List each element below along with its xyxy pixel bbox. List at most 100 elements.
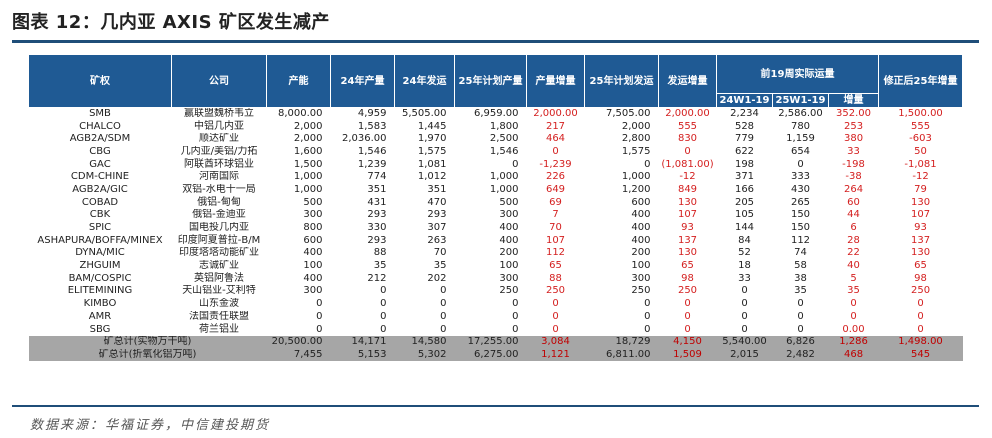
table-cell: 20,500.00 (266, 335, 331, 349)
table-cell: 0 (917, 310, 924, 322)
table-cell: 166 (734, 183, 755, 195)
table-cell: 0 (797, 298, 804, 310)
table-cell: 70 (433, 247, 447, 259)
table-cell: 137 (677, 234, 698, 246)
table-cell: 212 (367, 272, 387, 284)
table-cell: 0 (644, 158, 651, 170)
table-cell: 84 (738, 234, 751, 246)
table-cell: 1,500 (293, 158, 323, 170)
table-cell: 40 (847, 260, 860, 272)
table-cell: 0 (440, 323, 447, 335)
table-cell: 0 (797, 310, 804, 322)
table-cell: 1,546 (357, 145, 387, 157)
table-cell: 112 (790, 234, 811, 246)
header-plan-prod25: 25年计划产量 (454, 54, 527, 108)
table-cell: 351 (367, 183, 387, 195)
table-cell: 654 (790, 145, 811, 157)
table-cell: 600 (631, 196, 651, 208)
table-cell: 1,546 (489, 145, 519, 157)
header-mine: 矿权 (28, 54, 172, 108)
table-cell: 528 (734, 120, 755, 132)
header-prod24: 24年产量 (330, 54, 395, 108)
table-cell: 130 (910, 196, 931, 208)
table-cell: 1,970 (417, 133, 447, 145)
table-cell: 法国责任联盟 (189, 310, 249, 322)
table-cell: 430 (790, 183, 811, 195)
table-cell: 98 (914, 272, 927, 284)
table-cell: 6,826 (772, 335, 829, 349)
table-cell: 500 (303, 196, 323, 208)
table-cell: 35 (847, 285, 860, 297)
table-cell: 0 (644, 323, 651, 335)
table-cell: CDM-CHINE (70, 171, 130, 183)
table-cell: ASHAPURA/BOFFA/MINEX (37, 234, 163, 246)
table-cell: 2,482 (772, 348, 829, 362)
table-cell: KIMBO (83, 298, 117, 310)
table-cell: 0.00 (842, 323, 865, 335)
table-cell: 俄铝-甸甸 (197, 196, 241, 208)
table-cell: 300 (303, 285, 323, 297)
table-cell: 35 (794, 285, 807, 297)
table-cell: 0 (741, 285, 748, 297)
header-revised: 修正后25年增量 (878, 54, 964, 108)
table-cell: 0 (741, 323, 748, 335)
table-cell: 250 (677, 285, 698, 297)
table-row: ZHGUIM 志诚矿业 100 35 35 100 65 100 65 18 58 40 65 (29, 260, 963, 273)
table-cell: 98 (681, 272, 694, 284)
table-cell: 130 (677, 196, 698, 208)
table-cell: 70 (549, 222, 562, 234)
table-body: SMB 赢联盟魏桥韦立 8,000.00 4,959 5,505.00 6,959.00 2… (28, 108, 963, 362)
table-cell: 198 (734, 158, 755, 170)
table-cell: 88 (373, 247, 387, 259)
table-cell: 470 (427, 196, 447, 208)
table-cell: 0 (512, 310, 519, 322)
table-cell: 几内亚/美铝/力拓 (180, 145, 258, 157)
table-cell: 35 (433, 260, 447, 272)
table-cell: 0 (512, 298, 519, 310)
table-cell: 33 (738, 272, 751, 284)
table-cell: 1,800 (489, 120, 519, 132)
table-cell: 60 (847, 196, 860, 208)
table-cell: 400 (631, 234, 651, 246)
table-cell: 333 (790, 171, 811, 183)
table-cell: 780 (790, 120, 811, 132)
table-cell: 352.00 (836, 108, 872, 120)
table-row: KIMBO 山东金波 0 0 0 0 0 0 0 0 0 0 0 (29, 298, 963, 311)
table-cell: SMB (89, 108, 111, 120)
table-cell: 300 (499, 272, 519, 284)
table-cell: 88 (549, 272, 562, 284)
table-cell: 800 (303, 222, 323, 234)
table-cell: 1,000 (293, 171, 323, 183)
table-cell: 1,445 (417, 120, 447, 132)
table-cell: 0 (797, 323, 804, 335)
table-row: CBG 几内亚/美铝/力拓 1,600 1,546 1,575 1,546 0 1,575 0 6… (29, 146, 963, 159)
table-cell: 1,000 (489, 183, 519, 195)
table-cell: BAM/COSPIC (68, 272, 132, 284)
table-cell: 0 (316, 310, 323, 322)
table-cell: 263 (427, 234, 447, 246)
table-row: CDM-CHINE 河南国际 1,000 774 1,012 1,000 226 1,000 -… (29, 171, 963, 184)
table-cell: 250 (631, 285, 651, 297)
table-cell: 志诚矿业 (199, 260, 239, 272)
header-plan-ship25: 25年计划发运 (584, 54, 659, 108)
table-cell: 468 (828, 348, 879, 362)
table-row: AGB2A/SDM 顺达矿业 2,000 2,036.00 1,970 2,500 464 2… (29, 133, 963, 146)
table-cell: 112 (545, 247, 566, 259)
table-cell: 0 (316, 323, 323, 335)
header-w-inc: 增量 (827, 93, 880, 108)
table-cell: 107 (545, 234, 566, 246)
table-cell: 0 (797, 158, 804, 170)
table-cell: 100 (631, 260, 651, 272)
table-cell: 0 (380, 285, 387, 297)
table-cell: -198 (842, 158, 865, 170)
table-cell: 0 (850, 298, 857, 310)
table-cell: 1,121 (526, 348, 585, 362)
header-w24: 24W1-19 (716, 93, 773, 108)
header-prod-inc: 产量增量 (526, 54, 585, 108)
table-cell: 779 (734, 133, 755, 145)
table-row: SMB 赢联盟魏桥韦立 8,000.00 4,959 5,505.00 6,959.00 2… (29, 108, 963, 121)
table-cell: 2,800 (621, 133, 651, 145)
header-capacity: 产能 (266, 54, 331, 108)
table-cell: 300 (499, 209, 519, 221)
